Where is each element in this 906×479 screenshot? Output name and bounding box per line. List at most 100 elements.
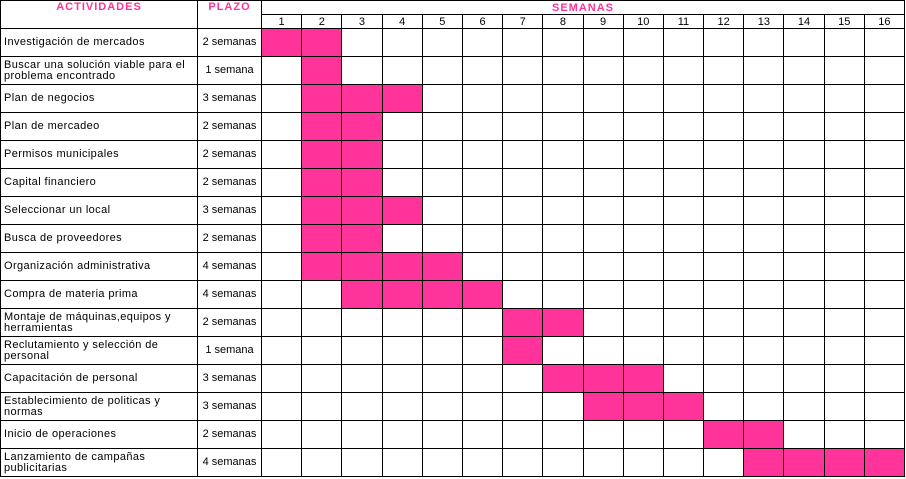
week-cell [341,336,383,365]
week-cell [662,448,705,477]
week-cell [622,280,664,309]
table-row: Busca de proveedores 2 semanas [0,224,906,253]
week-cell [542,280,584,309]
gantt-bar-cell [381,252,423,281]
week-number: 4 [381,14,423,29]
week-cell [823,392,865,421]
week-cell [260,448,303,477]
activity-name: Capital financiero [0,168,198,197]
week-cell [260,168,303,197]
week-cell [863,84,906,113]
week-cell [703,84,745,113]
week-cell [502,364,544,393]
week-cell [823,84,865,113]
week-cell [703,392,745,421]
week-number: 7 [502,14,544,29]
week-cell [421,336,463,365]
week-cell [381,224,423,253]
week-cell [703,308,745,337]
week-cell [260,308,303,337]
week-cell [542,56,584,85]
gantt-bar-cell [542,308,584,337]
week-cell [381,112,423,141]
gantt-bar-cell [301,196,343,225]
week-cell [622,196,664,225]
week-cell [863,420,906,449]
week-cell [622,448,664,477]
week-cell [502,392,544,421]
gantt-bar-cell [743,420,785,449]
week-cell [582,56,624,85]
plazo-value: 2 semanas [197,420,262,449]
gantt-bar-cell [582,392,624,421]
week-cell [381,392,423,421]
activity-name: Reclutamiento y selección de personal [0,336,198,365]
week-cell [421,28,463,57]
week-cell [381,336,423,365]
week-cell [502,56,544,85]
week-cell [461,112,504,141]
week-cell [703,196,745,225]
week-cell [542,448,584,477]
week-cell [823,252,865,281]
week-cell [783,140,825,169]
table-row: Organización administrativa 4 semanas [0,252,906,281]
week-cell [743,112,785,141]
week-cell [461,224,504,253]
table-row: Establecimiento de politicas y normas 3 s… [0,392,906,421]
week-cell [461,168,504,197]
gantt-bar-cell [301,168,343,197]
week-cell [461,392,504,421]
week-cell [421,364,463,393]
table-row: Lanzamiento de campañas publicitarias 4 s… [0,448,906,477]
week-cell [863,56,906,85]
week-cell [301,336,343,365]
week-cell [301,280,343,309]
week-cell [341,420,383,449]
gantt-bar-cell [341,140,383,169]
week-cell [421,392,463,421]
activity-name: Lanzamiento de campañas publicitarias [0,448,198,477]
week-cell [260,420,303,449]
week-number: 14 [783,14,825,29]
week-cell [582,224,624,253]
week-cell [863,168,906,197]
week-cell [582,28,624,57]
week-cell [662,224,705,253]
week-number: 12 [703,14,745,29]
week-cell [662,168,705,197]
week-cell [703,364,745,393]
gantt-bar-cell [542,364,584,393]
week-cell [622,168,664,197]
week-cell [823,420,865,449]
activity-name: Inicio de operaciones [0,420,198,449]
table-row: Compra de materia prima 4 semanas [0,280,906,309]
week-number: 11 [662,14,705,29]
week-cell [783,308,825,337]
activity-name: Montaje de máquinas,equipos y herramient… [0,308,198,337]
plazo-header: PLAZO [197,0,262,29]
activity-name: Seleccionar un local [0,196,198,225]
week-cell [502,168,544,197]
week-cell [783,420,825,449]
week-cell [421,420,463,449]
week-number: 6 [461,14,504,29]
gantt-bar-cell [783,448,825,477]
activity-name: Busca de proveedores [0,224,198,253]
table-row: Plan de mercadeo 2 semanas [0,112,906,141]
week-cell [542,392,584,421]
week-cell [542,28,584,57]
week-cell [542,112,584,141]
table-row: Plan de negocios 3 semanas [0,84,906,113]
week-cell [502,448,544,477]
week-cell [823,56,865,85]
week-cell [703,448,745,477]
week-cell [863,252,906,281]
week-number: 16 [863,14,906,29]
week-cell [622,84,664,113]
week-cell [502,140,544,169]
week-number: 13 [743,14,785,29]
table-row: Montaje de máquinas,equipos y herramient… [0,308,906,337]
plazo-value: 1 semana [197,56,262,85]
week-cell [783,224,825,253]
